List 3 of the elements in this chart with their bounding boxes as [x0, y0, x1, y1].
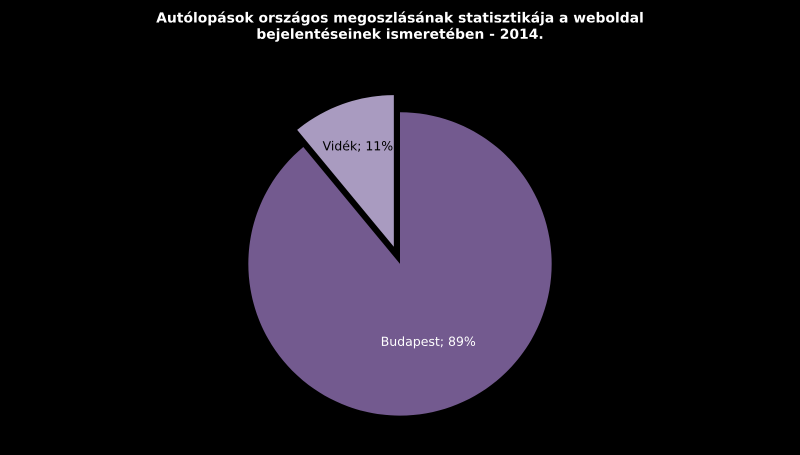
slice-label: Budapest; 89%	[382, 336, 476, 348]
slice-label: Vidék; 11%	[322, 140, 392, 152]
chart-title: Autólopások országos megoszlásának statisztikája a weboldal bejelentéseinek ismeretében - 2014.	[156, 11, 643, 42]
